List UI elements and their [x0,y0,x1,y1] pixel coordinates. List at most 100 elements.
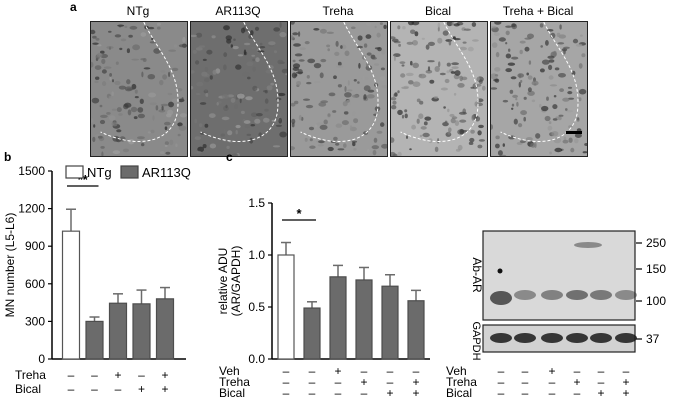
gapdh-band [566,333,588,343]
western-blot [480,230,640,358]
ar-band [566,290,588,300]
micrograph-image [290,21,388,157]
blot-treatment-sign: – [598,375,605,389]
panel-b-letter: b [4,150,12,164]
blot-treatment-sign: – [498,386,505,400]
treatment-row-label: Treha [15,368,46,382]
legend-label: NTg [87,165,112,180]
gapdh-band [615,333,637,343]
ar-band [490,291,512,305]
y-axis-label: MN number (L5-L6) [3,213,17,318]
blot-label-gapdh: GAPDH [470,321,482,360]
treatment-sign: + [114,368,121,382]
significance-label: * [296,206,302,221]
micrograph-label: NTg [126,4,150,18]
marker-label: 250 [646,236,666,250]
blot-treatment-sign: + [573,375,580,389]
treatment-sign: – [283,375,290,389]
treatment-row-label: Treha [219,375,250,389]
blot-svg [482,230,637,353]
blot-spot [497,268,503,274]
treatment-sign: + [161,368,168,382]
treatment-sign: – [361,386,368,400]
blot-treatment-label: Bical [446,386,472,400]
treatment-sign: + [161,382,168,396]
micrograph-image [190,21,288,157]
treatment-sign: – [361,364,368,378]
bar [381,285,399,360]
blot-smear [574,242,602,248]
marker-label: 37 [646,332,660,346]
blot-treatment-sign: – [549,386,556,400]
marker-label: 150 [646,262,666,276]
bar [155,298,175,360]
y-axis-label: (AR/GAPDH) [229,246,243,317]
bar [407,300,425,360]
significance-label: ** [78,172,89,187]
ar-band [514,290,536,300]
y-tick-label: 1200 [18,202,45,216]
blot-treatment-sign: + [622,386,629,400]
blot-treatment-sign: + [548,364,555,378]
treatment-sign: – [335,375,342,389]
blot-treatment-sign: – [498,375,505,389]
bar [329,276,347,360]
treatment-sign: – [91,368,98,382]
treatment-sign: + [138,382,145,396]
treatment-sign: – [387,375,394,389]
treatment-sign: + [412,386,419,400]
treatment-row-label: Bical [15,382,41,396]
micrograph-label: Treha + Bical [502,4,574,18]
y-tick-label: 1.0 [248,248,265,262]
treatment-sign: – [68,382,75,396]
treatment-sign: – [283,386,290,400]
ar-band [590,290,612,300]
bar [303,307,321,360]
treatment-row-label: Veh [219,364,240,378]
ar-band [541,290,563,300]
micrograph-label: AR113Q [215,4,261,18]
micrograph-label: Bical [424,4,451,18]
treatment-sign: – [413,364,420,378]
treatment-sign: – [335,386,342,400]
micrograph-image [490,21,588,157]
micrograph-image [390,21,488,157]
marker-label: 100 [646,294,666,308]
gapdh-band [514,333,536,343]
treatment-row-label: Bical [219,386,245,400]
y-tick-label: 0.5 [248,300,265,314]
blot-treatment-sign: – [498,364,505,378]
treatment-sign: – [138,368,145,382]
gapdh-band [590,333,612,343]
blot-treatment-sign: – [623,364,630,378]
treatment-sign: – [309,386,316,400]
gapdh-band [541,333,563,343]
panel-c-letter: c [226,150,233,164]
y-axis-label: relative ADU [216,248,230,315]
blot-label-ar: Ab-AR [470,257,484,293]
treatment-sign: – [115,382,122,396]
blot-treatment-sign: – [598,364,605,378]
blot-treatment-label: Treha [446,375,477,389]
blot-treatment-sign: + [622,375,629,389]
legend-label: AR113Q [142,165,191,180]
bar [277,254,295,360]
gapdh-band [490,333,512,343]
treatment-sign: – [309,364,316,378]
treatment-sign: + [334,364,341,378]
y-tick-label: 0.0 [248,352,265,366]
treatment-sign: + [412,375,419,389]
ar-band [615,290,637,300]
blot-treatment-sign: – [574,364,581,378]
treatment-sign: + [360,375,367,389]
blot-treatment-label: Veh [446,364,467,378]
bar [85,320,104,360]
blot-treatment-sign: – [522,386,529,400]
scale-bar [566,131,582,134]
treatment-sign: – [283,364,290,378]
legend-swatch [120,165,139,179]
legend-swatch [65,165,84,179]
bar [355,279,373,360]
y-tick-label: 900 [25,239,45,253]
